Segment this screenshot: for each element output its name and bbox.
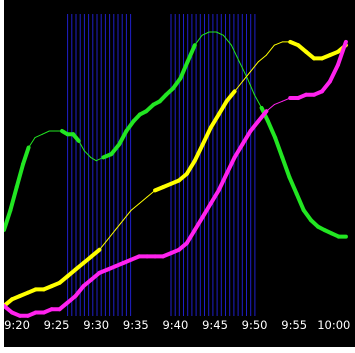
series-2 (4, 39, 348, 318)
series-0-segment (4, 208, 13, 232)
series-0-segment (109, 142, 122, 157)
x-tick-label: 9:20 (4, 318, 30, 332)
series-0-segment (280, 155, 292, 180)
series-1-segment (250, 61, 259, 73)
series-2-segment (256, 109, 269, 124)
series-0-segment (230, 44, 240, 63)
series-2-segment (184, 228, 197, 246)
series-0-segment (28, 137, 36, 148)
series-1-segment (234, 81, 243, 92)
series-2-segment (327, 63, 340, 84)
series-0-segment (78, 140, 85, 152)
series-0-segment (117, 129, 129, 147)
series-1-segment (273, 41, 283, 46)
x-tick-label: 9:40 (162, 318, 188, 332)
series-0-segment (294, 191, 306, 213)
x-tick-label: 9:50 (242, 318, 268, 332)
x-tick-label: 9:45 (202, 318, 228, 332)
series-lines (4, 31, 348, 318)
series-0-segment (83, 150, 92, 158)
series-1-segment (98, 239, 108, 251)
series-1-segment (224, 89, 237, 104)
series-0-segment (41, 130, 50, 135)
x-tick-label: 9:30 (83, 318, 109, 332)
series-1-segment (184, 158, 197, 176)
series-2-segment (335, 39, 348, 67)
series-1-segment (208, 112, 221, 130)
series-0-segment (21, 145, 31, 166)
series-0-segment (253, 94, 263, 109)
series-0-segment (238, 61, 248, 79)
series-0-segment (246, 77, 255, 96)
series-1-segment (216, 99, 229, 117)
series-1-segment (242, 71, 251, 82)
series-0-segment (194, 34, 203, 46)
series-0-segment (14, 162, 26, 190)
series-2-segment (192, 214, 205, 232)
series-1-segment (89, 247, 102, 259)
series-0-segment (71, 132, 81, 143)
shaded-band-1 (170, 14, 256, 316)
series-1-segment (265, 44, 275, 56)
series-1-segment (200, 125, 213, 147)
series-0-segment (8, 185, 19, 213)
series-2-segment (273, 100, 283, 106)
series-0-segment (171, 76, 183, 91)
series-2-segment (240, 129, 253, 147)
series-1-segment (114, 219, 124, 231)
series-2-segment (200, 201, 213, 219)
x-tick-label: 9:35 (123, 318, 149, 332)
series-2-segment (232, 142, 245, 160)
series-0-segment (185, 43, 197, 64)
series-2-segment (248, 119, 261, 133)
series-2-segment (216, 171, 229, 193)
series-1-segment (138, 196, 148, 205)
series-1-segment (106, 229, 116, 241)
series-0-segment (273, 135, 285, 160)
series-1-segment (257, 54, 267, 63)
series-2-segment (208, 188, 221, 206)
x-tick-label: 10:00 (317, 318, 350, 332)
series-0-segment (90, 156, 97, 162)
series-1-segment (192, 142, 205, 163)
series-0-segment (201, 31, 210, 36)
x-tick-label: 9:25 (44, 318, 70, 332)
series-0-segment (222, 34, 232, 46)
shaded-bands (67, 14, 256, 316)
series-0 (4, 31, 348, 239)
series-1-segment (130, 203, 140, 211)
series-0-segment (124, 119, 136, 133)
series-2-segment (224, 155, 237, 176)
series-0-segment (301, 208, 313, 223)
series-1-segment (122, 209, 132, 221)
series-2-segment (320, 79, 332, 94)
series-0-segment (215, 31, 224, 36)
series-0-segment (34, 133, 43, 139)
series-0-segment (287, 175, 299, 196)
series-2-segment (73, 284, 86, 298)
series-0-segment (265, 119, 278, 140)
series-0-segment (178, 59, 190, 81)
series-2-segment (265, 104, 275, 112)
series-1 (4, 39, 348, 308)
x-tick-label: 9:55 (281, 318, 307, 332)
